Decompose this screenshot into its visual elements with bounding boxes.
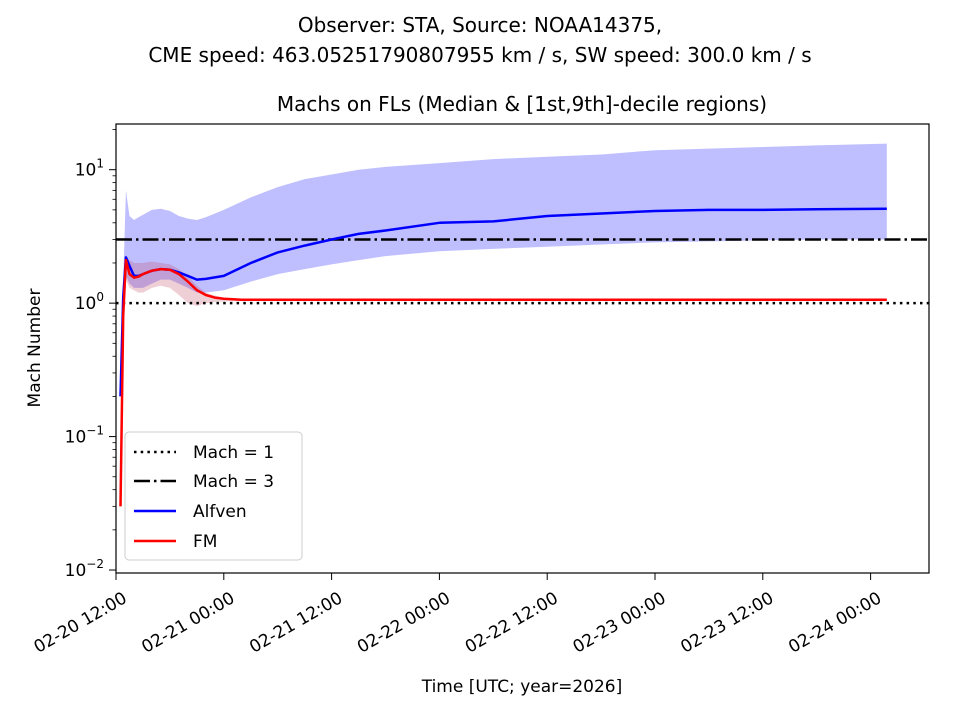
- y-tick-label-base: 10: [65, 428, 87, 448]
- y-tick-label-base: 10: [75, 294, 97, 314]
- legend-label-mach1: Mach = 1: [193, 443, 274, 463]
- y-tick-label-exponent: −1: [86, 424, 104, 438]
- chart-title: Machs on FLs (Median & [1st,9th]-decile …: [277, 92, 767, 116]
- legend: Mach = 1 Mach = 3 Alfven FM: [124, 431, 303, 561]
- y-tick-label-base: 10: [65, 561, 87, 581]
- legend-box: [124, 431, 303, 561]
- y-tick-label: 100: [75, 290, 104, 314]
- median-lines: [119, 207, 887, 507]
- legend-label-fm: FM: [193, 532, 217, 552]
- x-tick-label: 02-23 12:00: [677, 588, 777, 657]
- plot-frame: [115, 123, 930, 574]
- x-axis-label: Time [UTC; year=2026]: [421, 677, 623, 697]
- x-tick-label: 02-21 00:00: [138, 588, 238, 657]
- reference-lines: [116, 238, 929, 305]
- x-tick-label: 02-22 00:00: [354, 588, 454, 657]
- legend-label-alfven: Alfven: [193, 502, 247, 522]
- y-tick-label: 101: [75, 157, 104, 181]
- y-tick-label-exponent: −2: [86, 557, 104, 571]
- y-tick-label: 10−2: [65, 557, 104, 581]
- series-line-fm: [119, 258, 887, 507]
- y-tick-label-exponent: 0: [96, 290, 104, 304]
- y-tick-label: 10−1: [65, 424, 104, 448]
- x-tick-label: 02-20 12:00: [31, 588, 131, 657]
- y-tick-label-base: 10: [75, 161, 97, 181]
- x-tick-label: 02-22 12:00: [462, 588, 562, 657]
- x-tick-label: 02-21 12:00: [246, 588, 346, 657]
- x-tick-label: 02-23 00:00: [570, 588, 670, 657]
- y-axis-label: Mach Number: [25, 289, 45, 408]
- suptitle-line2: CME speed: 463.05251790807955 km / s, SW…: [148, 43, 811, 67]
- suptitle-line1: Observer: STA, Source: NOAA14375,: [298, 13, 662, 37]
- x-tick-label: 02-24 00:00: [785, 588, 885, 657]
- x-axis-ticks: 02-20 12:00 02-21 00:00 02-21 12:00 02-22 0…: [31, 573, 885, 658]
- y-tick-label-exponent: 1: [96, 157, 104, 171]
- legend-label-mach3: Mach = 3: [193, 472, 274, 492]
- decile-bands: [120, 143, 887, 507]
- band-alfven: [120, 143, 887, 397]
